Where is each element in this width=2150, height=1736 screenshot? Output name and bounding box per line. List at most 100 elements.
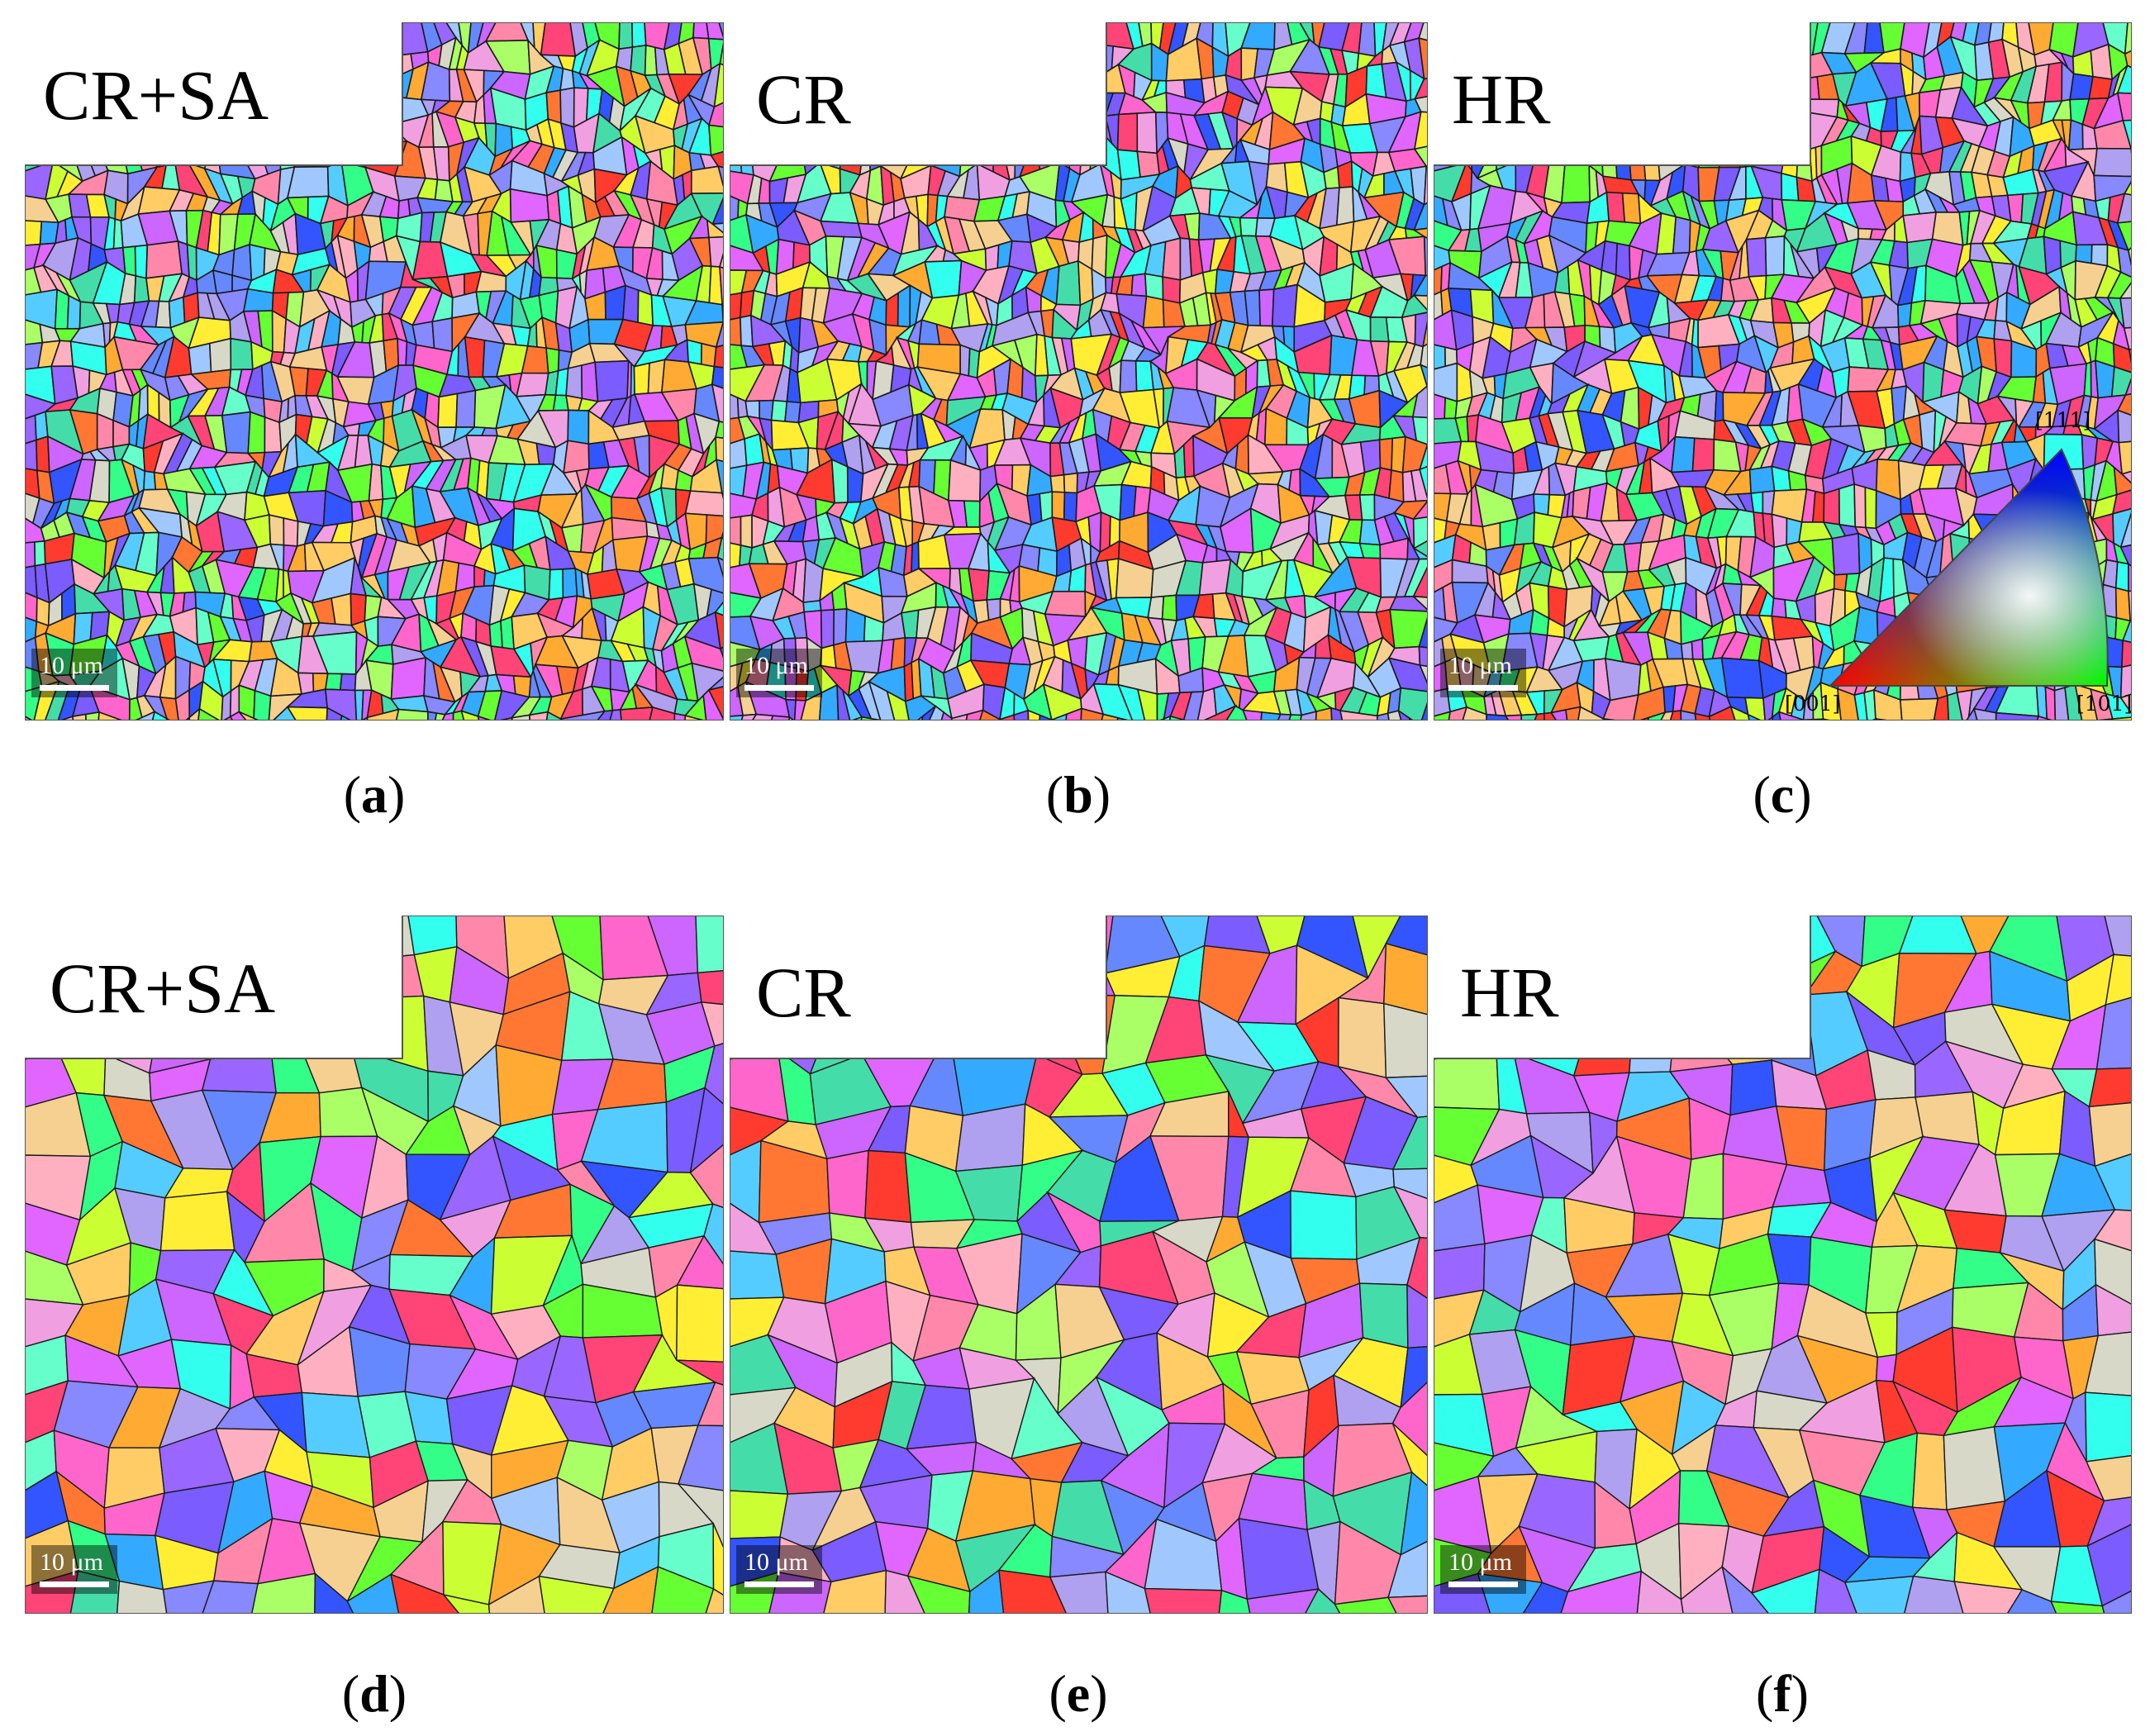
grain [1290,1190,1358,1260]
grain [1911,1432,1948,1510]
grain [159,22,181,44]
map-border [1434,916,2132,1614]
grain [545,347,560,374]
grain [715,459,724,494]
grain [730,1250,785,1300]
grain [730,140,743,174]
grain [707,96,724,132]
scale-bar: 10 μm [31,649,117,697]
grain [1700,965,1779,1030]
grain [2043,468,2086,500]
grain [162,1580,215,1614]
grain [852,60,867,102]
grain [1709,124,1724,150]
grain [1557,1570,1643,1614]
grain [1524,712,1546,721]
grain [43,22,75,44]
grain [437,392,459,429]
grain [1747,120,1788,143]
grain [316,36,354,70]
grain [188,707,201,721]
grain [282,47,310,70]
grain [1949,532,1971,575]
grain [529,711,549,721]
grain [946,43,968,83]
grain [715,312,724,349]
grain [1745,236,1767,278]
grain [1268,713,1292,721]
grain [70,22,105,56]
grain [562,568,578,599]
grain [208,337,232,373]
grain [1051,491,1066,521]
grain [2093,1209,2132,1254]
grain [716,535,724,566]
grain [1144,273,1164,301]
grain [1059,93,1076,131]
grain [354,689,364,721]
grain [867,72,910,107]
grain [316,68,336,98]
grain [1047,43,1070,82]
grain [1823,488,1840,526]
grain [711,365,724,393]
grain [859,45,874,76]
grain [1136,150,1161,178]
grain [934,45,955,83]
grain [950,1006,1039,1056]
grain [2006,193,2024,224]
grain [676,1359,724,1398]
grain [96,412,114,450]
grain [861,1000,942,1055]
grain [854,916,923,974]
grain [748,22,782,49]
grain [1477,1572,1544,1614]
grain [900,943,974,1007]
grain [2091,244,2109,267]
grain [1696,140,1724,169]
grain [1601,148,1618,179]
grain [897,283,911,328]
grain [1772,22,1806,59]
grain [314,1572,372,1614]
grain [1609,956,1684,1021]
grain [1297,711,1317,721]
grain [1026,112,1048,150]
grain [730,438,748,469]
grain [959,93,979,129]
grain [72,713,88,721]
grain [1601,113,1616,151]
grain [1663,710,1682,721]
grain [844,640,883,674]
grain [1602,693,1639,721]
grain [1512,22,1534,49]
grain [1615,242,1631,281]
grain [1691,638,1704,660]
grain [366,708,400,721]
grain [1973,707,1997,721]
grain [339,673,357,692]
grain [1027,709,1041,721]
grain [1412,558,1428,600]
grain [1843,1575,1915,1614]
grain [1046,713,1068,721]
grain [1721,48,1754,77]
grain [373,96,392,127]
grain [1919,409,1937,454]
grain [851,98,872,132]
grain [1764,85,1786,124]
grain [730,110,752,148]
grain [1025,97,1058,128]
grain [2120,468,2132,495]
grain [1258,288,1275,327]
grain [262,60,309,98]
grain [1642,138,1661,182]
grain [1412,532,1428,580]
grain [1722,124,1737,144]
scale-bar-label: 10 μm [1448,1548,1512,1576]
grain [1388,596,1428,612]
grain [1751,1568,1820,1614]
grain [342,22,360,40]
grain [939,76,957,107]
grain [1035,44,1058,81]
